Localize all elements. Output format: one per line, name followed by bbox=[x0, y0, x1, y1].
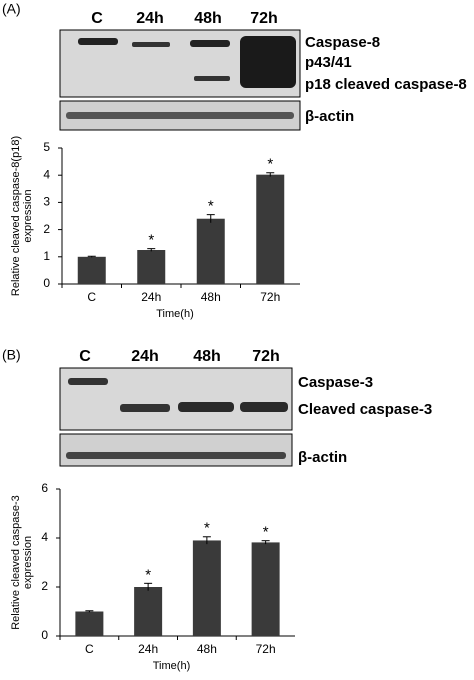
significance-mark: * bbox=[208, 198, 214, 215]
lane-label: 48h bbox=[193, 348, 221, 365]
blot-band bbox=[132, 42, 170, 47]
blot-band bbox=[194, 76, 230, 81]
blot-band bbox=[240, 36, 296, 88]
panel-label: (B) bbox=[2, 347, 21, 363]
y-tick-label: 2 bbox=[41, 579, 48, 593]
blot-band bbox=[78, 38, 118, 45]
blot-band bbox=[68, 378, 108, 385]
blot-band bbox=[240, 402, 288, 412]
x-tick-label: C bbox=[85, 642, 94, 656]
significance-mark: * bbox=[263, 524, 269, 541]
x-tick-label: 72h bbox=[260, 290, 280, 304]
blot bbox=[59, 433, 293, 467]
bar bbox=[192, 540, 221, 636]
bar bbox=[251, 542, 280, 636]
band-label: β-actin bbox=[305, 108, 354, 125]
blot-band bbox=[66, 112, 294, 119]
y-tick-label: 5 bbox=[43, 140, 50, 154]
y-axis-label: Relative cleaved caspase-3 bbox=[10, 495, 22, 630]
y-axis-label: expression bbox=[22, 536, 34, 589]
y-tick-label: 2 bbox=[43, 222, 50, 236]
x-tick-label: 24h bbox=[138, 642, 158, 656]
significance-mark: * bbox=[148, 232, 154, 249]
lane-label: 48h bbox=[194, 10, 222, 27]
x-tick-label: 48h bbox=[197, 642, 217, 656]
y-tick-label: 3 bbox=[43, 195, 50, 209]
bar bbox=[134, 587, 163, 636]
bar bbox=[77, 256, 106, 284]
bar bbox=[75, 611, 104, 636]
x-axis-label: Time(h) bbox=[156, 308, 193, 320]
x-axis-label: Time(h) bbox=[153, 660, 190, 672]
x-tick-label: 48h bbox=[201, 290, 221, 304]
lane-label: 72h bbox=[250, 10, 278, 27]
bar bbox=[196, 218, 225, 284]
lane-label: 24h bbox=[136, 10, 164, 27]
y-tick-label: 4 bbox=[41, 530, 48, 544]
x-tick-label: 72h bbox=[256, 642, 276, 656]
y-axis-label: expression bbox=[22, 189, 34, 242]
blot-band bbox=[66, 452, 286, 459]
blot bbox=[59, 367, 293, 431]
y-tick-label: 0 bbox=[41, 628, 48, 642]
band-label: p18 cleaved caspase-8 bbox=[305, 76, 467, 93]
bar bbox=[137, 250, 166, 284]
y-tick-label: 1 bbox=[43, 249, 50, 263]
significance-mark: * bbox=[145, 566, 151, 583]
lane-label: C bbox=[91, 10, 103, 27]
band-label: Cleaved caspase-3 bbox=[298, 401, 432, 418]
significance-mark: * bbox=[204, 520, 210, 537]
band-label: p43/41 bbox=[305, 54, 352, 71]
blot-band bbox=[190, 40, 230, 47]
x-tick-label: C bbox=[87, 290, 96, 304]
lane-label: C bbox=[79, 348, 91, 365]
band-label: β-actin bbox=[298, 449, 347, 466]
y-tick-label: 6 bbox=[41, 481, 48, 495]
y-tick-label: 0 bbox=[43, 276, 50, 290]
y-axis-label: Relative cleaved caspase-8(p18) bbox=[10, 136, 22, 296]
significance-mark: * bbox=[267, 156, 273, 173]
lane-label: 72h bbox=[252, 348, 280, 365]
panel-label: (A) bbox=[2, 1, 21, 17]
band-label: Caspase-8 bbox=[305, 34, 380, 51]
bar bbox=[256, 174, 285, 284]
blot-band bbox=[178, 402, 234, 412]
band-label: Caspase-3 bbox=[298, 374, 373, 391]
y-tick-label: 4 bbox=[43, 167, 50, 181]
lane-label: 24h bbox=[131, 348, 159, 365]
blot-band bbox=[120, 404, 170, 412]
x-tick-label: 24h bbox=[141, 290, 161, 304]
